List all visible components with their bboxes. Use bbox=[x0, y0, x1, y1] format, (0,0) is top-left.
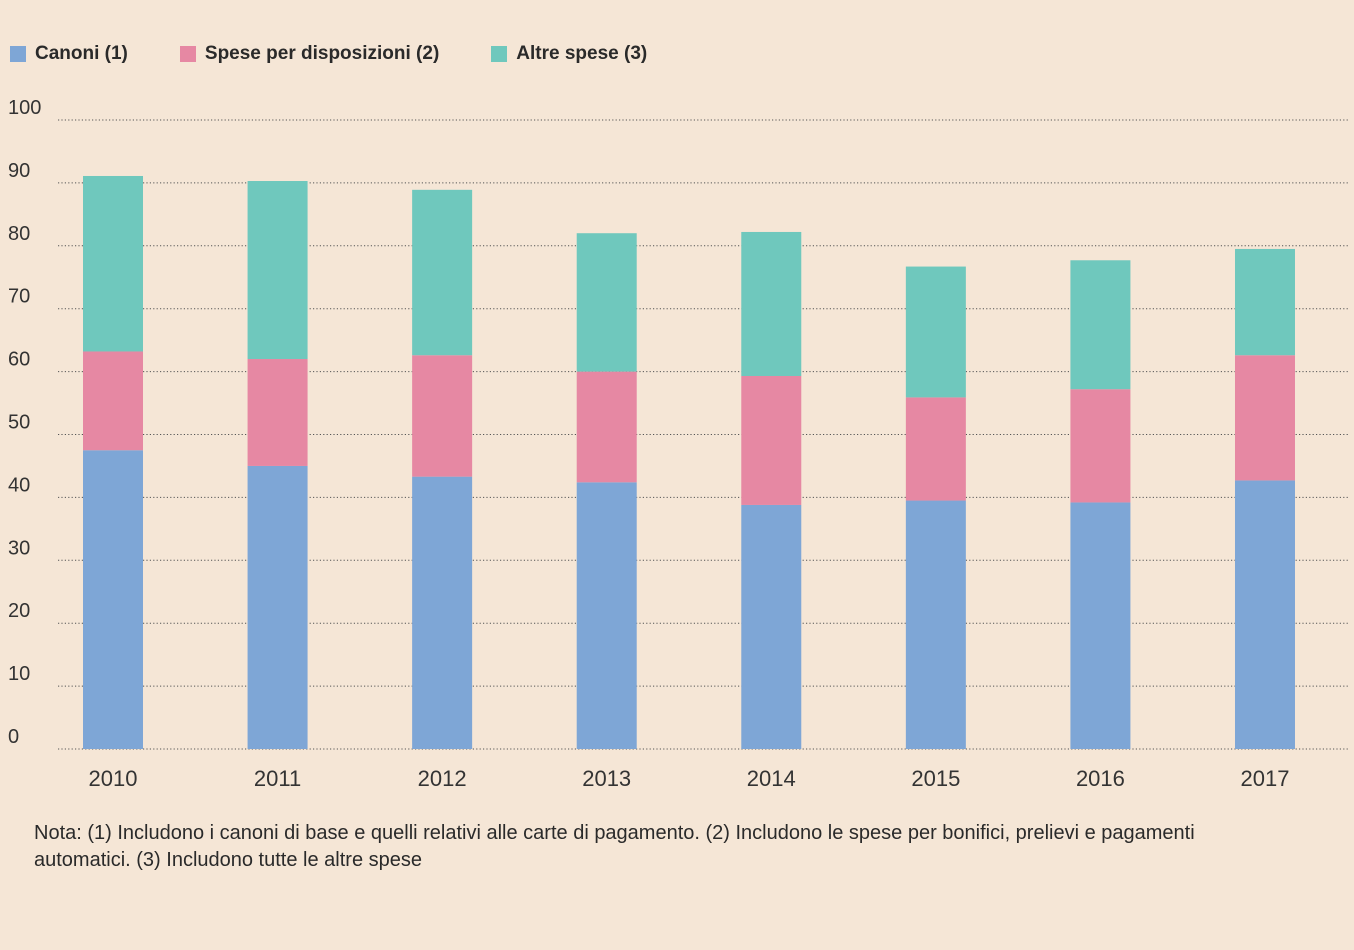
y-tick-label-50: 50 bbox=[8, 412, 30, 434]
y-tick-label-30: 30 bbox=[8, 537, 30, 559]
legend-label-spese-disposizioni: Spese per disposizioni (2) bbox=[204, 43, 440, 64]
x-tick-label-2013: 2013 bbox=[582, 766, 631, 791]
bar-2015-altre-spese bbox=[905, 266, 966, 398]
bar-2014-altre-spese bbox=[741, 231, 802, 377]
bar-2016-altre-spese bbox=[1070, 260, 1131, 390]
legend-item-canoni: Canoni (1) bbox=[10, 43, 128, 65]
x-tick-label-2010: 2010 bbox=[89, 766, 138, 791]
legend-swatch-altre-spese bbox=[491, 46, 508, 62]
bar-2015-spese-disposizioni bbox=[905, 397, 966, 501]
bar-2013-canoni bbox=[576, 482, 637, 749]
legend-item-altre-spese: Altre spese (3) bbox=[491, 43, 647, 65]
legend-swatch-spese-disposizioni bbox=[179, 46, 196, 62]
bar-2012-spese-disposizioni bbox=[412, 355, 473, 477]
x-tick-label-2017: 2017 bbox=[1241, 766, 1290, 791]
bar-2013-altre-spese bbox=[576, 233, 637, 372]
chart-note: Nota: (1) Includono i canoni di base e q… bbox=[34, 822, 1195, 871]
bar-2011-spese-disposizioni bbox=[247, 359, 308, 466]
y-tick-label-70: 70 bbox=[8, 286, 30, 308]
bar-2011-canoni bbox=[247, 465, 308, 749]
x-tick-label-2016: 2016 bbox=[1076, 766, 1125, 791]
y-tick-label-90: 90 bbox=[8, 160, 30, 182]
bar-2010-altre-spese bbox=[83, 175, 143, 352]
chart-legend: Canoni (1) Spese per disposizioni (2) Al… bbox=[10, 40, 647, 68]
bar-2016-canoni bbox=[1070, 502, 1131, 749]
legend-label-canoni: Canoni (1) bbox=[35, 43, 128, 64]
legend-item-spese-disposizioni: Spese per disposizioni (2) bbox=[179, 43, 440, 65]
y-tick-label-40: 40 bbox=[8, 474, 30, 496]
bar-2010-spese-disposizioni bbox=[83, 351, 143, 451]
bar-2013-spese-disposizioni bbox=[576, 371, 637, 483]
bar-2012-canoni bbox=[412, 476, 473, 749]
y-tick-label-0: 0 bbox=[8, 726, 19, 748]
y-tick-label-80: 80 bbox=[8, 223, 30, 245]
bar-2014-spese-disposizioni bbox=[741, 376, 802, 505]
x-tick-label-2015: 2015 bbox=[911, 766, 960, 791]
bar-2016-spese-disposizioni bbox=[1070, 389, 1131, 503]
bar-2014-canoni bbox=[741, 504, 802, 749]
y-tick-label-10: 10 bbox=[8, 663, 30, 685]
bar-2017-altre-spese bbox=[1234, 248, 1295, 356]
bar-2017-spese-disposizioni bbox=[1234, 355, 1295, 481]
x-tick-label-2014: 2014 bbox=[747, 766, 796, 791]
y-tick-label-60: 60 bbox=[8, 349, 30, 371]
bar-2012-altre-spese bbox=[412, 189, 473, 356]
bar-2010-canoni bbox=[83, 450, 143, 749]
bar-2011-altre-spese bbox=[247, 181, 308, 360]
x-tick-label-2011: 2011 bbox=[254, 766, 301, 791]
bar-2015-canoni bbox=[905, 500, 966, 749]
bar-2017-canoni bbox=[1234, 480, 1295, 749]
legend-label-altre-spese: Altre spese (3) bbox=[516, 43, 648, 64]
y-tick-label-100: 100 bbox=[8, 97, 41, 119]
stacked-bar-chart: 0 10 20 30 40 50 60 70 80 90 100 2010 2011 2012 2013 20… bbox=[8, 97, 1348, 791]
y-tick-label-20: 20 bbox=[8, 600, 30, 622]
legend-swatch-canoni bbox=[10, 46, 26, 62]
x-tick-label-2012: 2012 bbox=[418, 766, 467, 791]
